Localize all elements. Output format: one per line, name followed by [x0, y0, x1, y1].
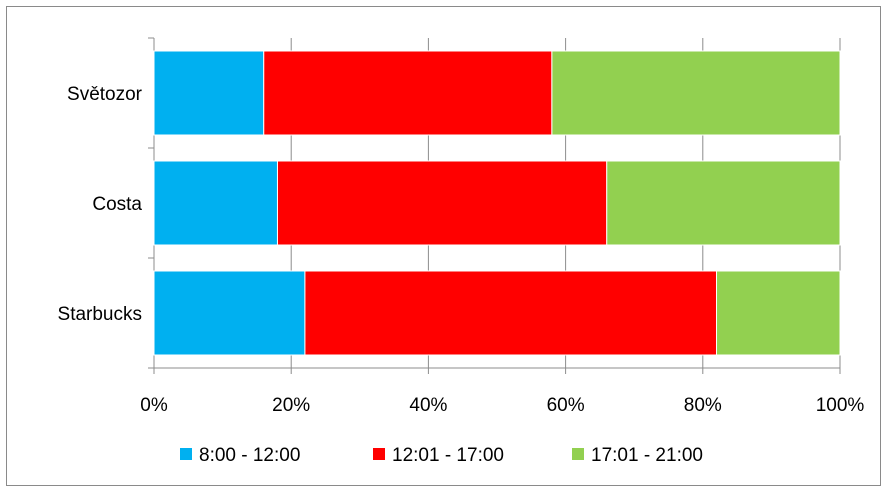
legend-label: 17:01 - 21:00	[591, 445, 703, 466]
bar-segment	[153, 160, 278, 246]
bar-segment	[153, 50, 265, 136]
bar-segment	[716, 270, 841, 356]
legend-label: 12:01 - 17:00	[392, 445, 504, 466]
bar-segment	[276, 160, 608, 246]
x-tick-label: 20%	[272, 395, 310, 416]
x-tick-label: 0%	[140, 395, 168, 416]
category-label: Costa	[92, 194, 142, 215]
x-tick-label: 80%	[684, 395, 722, 416]
category-label: Starbucks	[58, 304, 142, 325]
bar-segment	[606, 160, 841, 246]
legend-label: 8:00 - 12:00	[199, 445, 300, 466]
x-tick-label: 60%	[547, 395, 585, 416]
legend-swatch	[572, 448, 584, 460]
bar-segment	[304, 270, 718, 356]
bar-segment	[263, 50, 553, 136]
category-label: Světozor	[67, 84, 143, 105]
x-tick-label: 40%	[409, 395, 447, 416]
bar-segment	[153, 270, 306, 356]
legend-swatch	[373, 448, 385, 460]
legend-swatch	[180, 448, 192, 460]
bar-segment	[551, 50, 841, 136]
x-tick-label: 100%	[816, 395, 865, 416]
